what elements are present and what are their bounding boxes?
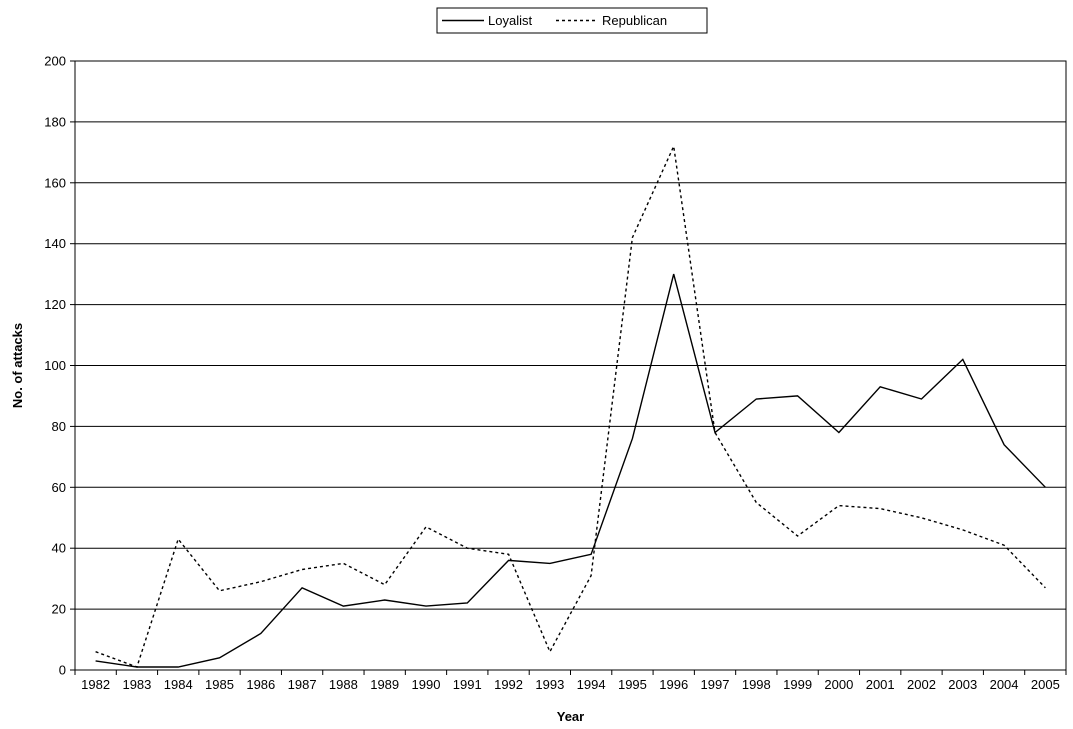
x-tick-label: 1986 — [246, 677, 275, 692]
x-tick-label: 1987 — [288, 677, 317, 692]
x-tick-label: 2000 — [824, 677, 853, 692]
legend-box — [436, 7, 708, 34]
x-tick-label: 1984 — [164, 677, 193, 692]
y-tick-label: 160 — [44, 175, 66, 190]
x-tick-label: 1990 — [412, 677, 441, 692]
x-tick-label: 2002 — [907, 677, 936, 692]
legend-label-loyalist: Loyalist — [488, 13, 532, 28]
y-axis-ticks: 0 20 40 60 80 100 120 140 160 180 200 — [44, 54, 75, 678]
series-line-republican — [95, 143, 1046, 668]
x-tick-label: 2003 — [948, 677, 977, 692]
x-tick-label: 2004 — [990, 677, 1019, 692]
y-tick-label: 60 — [52, 480, 66, 495]
y-tick-label: 180 — [44, 114, 66, 129]
x-tick-label: 1985 — [205, 677, 234, 692]
plot-area-frame — [74, 60, 1067, 671]
y-tick-label: 140 — [44, 236, 66, 251]
y-tick-label: 0 — [59, 663, 66, 678]
x-tick-label: 1993 — [535, 677, 564, 692]
x-tick-label: 1988 — [329, 677, 358, 692]
x-tick-label: 2001 — [866, 677, 895, 692]
x-tick-label: 1992 — [494, 677, 523, 692]
x-axis-title: Year — [557, 709, 584, 724]
x-tick-label: 1994 — [577, 677, 606, 692]
x-tick-label: 1998 — [742, 677, 771, 692]
series-line-loyalist — [95, 273, 1046, 668]
y-tick-label: 120 — [44, 297, 66, 312]
x-tick-label: 2005 — [1031, 677, 1060, 692]
x-tick-label: 1997 — [701, 677, 730, 692]
x-axis-ticks: 1982 1983 1984 1985 1986 1987 1988 1989 1990 1991… — [74, 670, 1067, 692]
x-tick-label: 1983 — [122, 677, 151, 692]
legend-label-republican: Republican — [602, 13, 667, 28]
legend: Loyalist Republican — [436, 7, 708, 34]
x-tick-label: 1996 — [659, 677, 688, 692]
y-tick-label: 100 — [44, 358, 66, 373]
x-tick-label: 1982 — [81, 677, 110, 692]
x-tick-label: 1991 — [453, 677, 482, 692]
y-tick-label: 20 — [52, 602, 66, 617]
x-tick-label: 1999 — [783, 677, 812, 692]
series-lines — [95, 143, 1046, 668]
y-tick-label: 40 — [52, 541, 66, 556]
y-tick-label: 80 — [52, 419, 66, 434]
x-tick-label: 1995 — [618, 677, 647, 692]
y-axis-title: No. of attacks — [10, 323, 25, 408]
gridlines — [75, 60, 1066, 671]
y-tick-label: 200 — [44, 54, 66, 69]
x-tick-label: 1989 — [370, 677, 399, 692]
